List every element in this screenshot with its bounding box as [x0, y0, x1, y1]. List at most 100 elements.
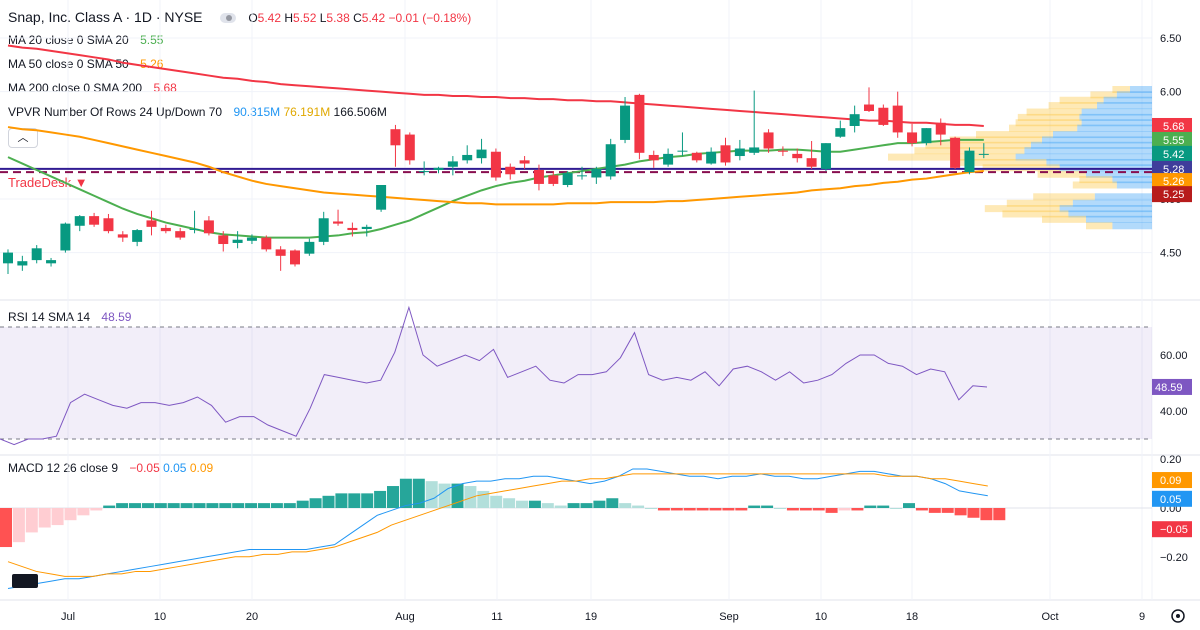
candle-body[interactable]: [246, 237, 257, 241]
macd-value-tag[interactable]: [1152, 472, 1192, 489]
candle-body[interactable]: [663, 153, 674, 165]
candle-body[interactable]: [74, 216, 85, 226]
gear-icon[interactable]: [1171, 609, 1185, 623]
candle-body[interactable]: [706, 151, 717, 164]
candle-body[interactable]: [318, 218, 329, 242]
candle-body[interactable]: [519, 160, 530, 164]
candle-body[interactable]: [978, 153, 989, 155]
candle-body[interactable]: [218, 235, 229, 245]
volume-profile-up-bar: [1072, 199, 1152, 207]
high-label: H: [284, 11, 294, 25]
candle-body[interactable]: [921, 128, 932, 144]
vpvr-legend[interactable]: VPVR Number Of Rows 24 Up/Down 70 90.315…: [8, 105, 387, 119]
candle-body[interactable]: [376, 185, 387, 210]
candle-body[interactable]: [648, 154, 659, 161]
candle-body[interactable]: [476, 149, 487, 159]
price-tag[interactable]: [1152, 145, 1192, 162]
candle-body[interactable]: [347, 227, 358, 231]
price-axis[interactable]: 6.506.005.004.5060.0040.000.200.00−0.205…: [1152, 33, 1192, 564]
macd-value-tag[interactable]: [1152, 490, 1192, 507]
candle-body[interactable]: [203, 220, 214, 234]
candle-body[interactable]: [777, 150, 788, 152]
candle-body[interactable]: [864, 104, 874, 111]
price-tag[interactable]: [1152, 186, 1192, 203]
price-tag[interactable]: [1152, 160, 1192, 177]
candle-body[interactable]: [261, 237, 272, 250]
candle-body[interactable]: [792, 153, 803, 159]
vpvr-down-value: 76.191M: [283, 105, 331, 119]
candle-body[interactable]: [763, 132, 774, 149]
candle-body[interactable]: [462, 154, 473, 161]
candle-body[interactable]: [160, 227, 171, 232]
candle-body[interactable]: [591, 168, 602, 178]
price-tag[interactable]: [1152, 173, 1192, 190]
candle-body[interactable]: [734, 148, 745, 157]
volume-profile-down-bar: [1009, 124, 1078, 132]
macd-histogram-bar: [490, 495, 503, 508]
candle-body[interactable]: [820, 143, 831, 169]
macd-value-tag[interactable]: [1152, 521, 1192, 538]
rsi-value-tag[interactable]: [1152, 378, 1192, 395]
candle-body[interactable]: [849, 114, 860, 126]
candle-body[interactable]: [304, 241, 315, 254]
candle-body[interactable]: [361, 226, 372, 229]
candle-body[interactable]: [275, 249, 286, 256]
candle-body[interactable]: [17, 261, 28, 266]
candle-body[interactable]: [447, 161, 458, 167]
candle-body[interactable]: [878, 107, 889, 125]
candle-body[interactable]: [677, 150, 688, 152]
time-tick-label: 19: [585, 611, 597, 623]
candle-body[interactable]: [433, 167, 444, 170]
rsi-legend[interactable]: RSI 14 SMA 14 48.59: [8, 310, 131, 324]
candle-body[interactable]: [232, 239, 243, 243]
macd-histogram-bar: [90, 508, 103, 511]
candles[interactable]: [3, 87, 989, 275]
candle-body[interactable]: [490, 151, 501, 178]
price-tag[interactable]: [1152, 131, 1192, 148]
candle-body[interactable]: [605, 144, 616, 177]
candle-body[interactable]: [333, 221, 344, 224]
candle-body[interactable]: [117, 234, 128, 238]
time-tick-label: 18: [906, 611, 918, 623]
candle-body[interactable]: [835, 128, 846, 137]
candle-body[interactable]: [620, 105, 631, 140]
candle-body[interactable]: [577, 175, 587, 177]
macd-histogram-bar: [245, 503, 258, 508]
candle-body[interactable]: [806, 158, 817, 167]
eye-icon[interactable]: [220, 13, 237, 24]
candle-body[interactable]: [189, 228, 200, 230]
candle-body[interactable]: [175, 231, 186, 238]
candle-body[interactable]: [964, 150, 975, 173]
macd-histogram-bar: [103, 505, 116, 508]
candle-body[interactable]: [907, 132, 918, 144]
candle-body[interactable]: [691, 152, 702, 161]
candle-body[interactable]: [290, 250, 300, 265]
candle-body[interactable]: [404, 134, 415, 161]
candle-body[interactable]: [950, 137, 961, 168]
candle-body[interactable]: [749, 147, 760, 153]
candle-body[interactable]: [533, 169, 544, 184]
candle-body[interactable]: [89, 216, 100, 225]
candle-body[interactable]: [548, 175, 559, 184]
candle-body[interactable]: [31, 248, 42, 261]
candle-body[interactable]: [390, 129, 401, 146]
macd-label: MACD 12 26 close 9: [8, 461, 119, 475]
candle-body[interactable]: [46, 260, 57, 264]
candle-body[interactable]: [3, 252, 13, 264]
candle-body[interactable]: [60, 223, 71, 251]
macd-signal-line: [7, 473, 988, 577]
candle-body[interactable]: [103, 218, 114, 232]
candle-body[interactable]: [419, 171, 430, 173]
candle-body[interactable]: [146, 220, 157, 227]
candle-body[interactable]: [505, 166, 516, 175]
candle-body[interactable]: [132, 230, 143, 242]
candle-body[interactable]: [935, 122, 946, 135]
candle-body[interactable]: [634, 94, 645, 153]
macd-legend[interactable]: MACD 12 26 close 9 −0.05 0.05 0.09: [8, 461, 213, 475]
candle-body[interactable]: [720, 145, 731, 163]
candle-body[interactable]: [892, 105, 903, 133]
time-axis[interactable]: Jul 10 20 Aug 11 19 Sep 10 18 Oct 9: [61, 611, 1145, 623]
price-tag[interactable]: [1152, 117, 1192, 134]
candle-body[interactable]: [562, 173, 573, 186]
